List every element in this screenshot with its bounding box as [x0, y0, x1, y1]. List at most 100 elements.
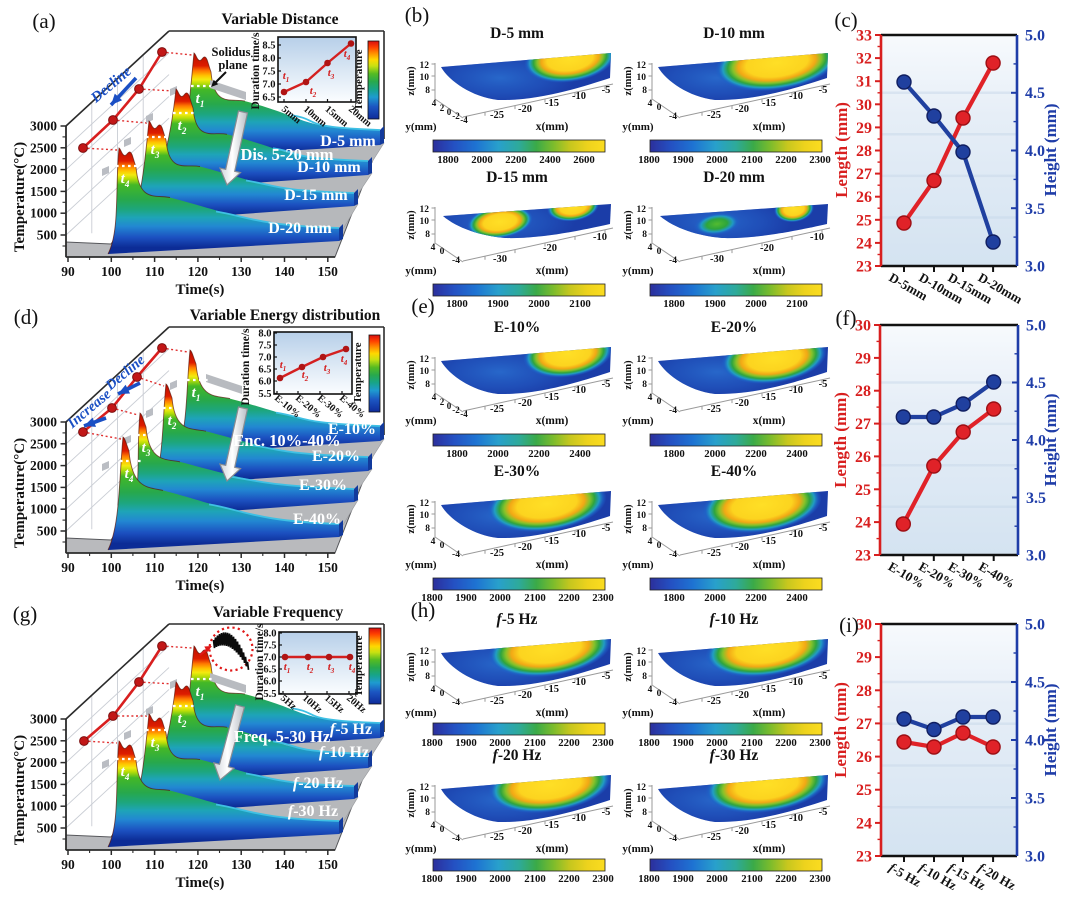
svg-text:t3: t3: [142, 440, 151, 458]
svg-text:25: 25: [856, 782, 872, 799]
svg-text:Time(s): Time(s): [176, 875, 225, 891]
svg-text:5.5: 5.5: [263, 689, 276, 700]
svg-text:t3: t3: [324, 362, 331, 376]
svg-text:-5: -5: [602, 671, 611, 682]
svg-text:-20: -20: [543, 243, 557, 254]
svg-text:1800: 1800: [446, 298, 468, 310]
svg-text:-30: -30: [493, 254, 507, 265]
svg-text:2000: 2000: [489, 592, 511, 604]
svg-text:x(mm): x(mm): [753, 121, 786, 133]
svg-text:-10: -10: [593, 232, 607, 243]
svg-text:500: 500: [37, 228, 58, 243]
svg-text:1900: 1900: [672, 737, 694, 749]
svg-text:90: 90: [61, 560, 75, 575]
svg-text:Duration time/s: Duration time/s: [250, 32, 262, 110]
svg-text:(d): (d): [14, 305, 39, 329]
svg-text:t2: t2: [178, 711, 187, 729]
svg-text:8.0: 8.0: [258, 329, 271, 340]
svg-text:-10: -10: [572, 385, 586, 396]
svg-text:100: 100: [101, 857, 122, 872]
svg-text:4.0: 4.0: [1025, 733, 1045, 750]
svg-text:y(mm): y(mm): [622, 415, 653, 427]
svg-text:Time(s): Time(s): [176, 578, 225, 594]
svg-text:E-30%: E-30%: [494, 463, 541, 480]
svg-text:4: 4: [432, 392, 437, 402]
svg-text:6.5: 6.5: [258, 365, 271, 376]
svg-text:z(mm): z(mm): [406, 360, 417, 390]
svg-text:10: 10: [637, 217, 647, 227]
svg-text:-10: -10: [789, 677, 803, 688]
svg-text:26: 26: [856, 749, 872, 766]
svg-text:(f): (f): [836, 306, 857, 330]
svg-text:2000: 2000: [704, 448, 726, 460]
svg-text:2100: 2100: [524, 592, 546, 604]
svg-text:-5: -5: [819, 379, 828, 390]
svg-text:Variable Distance: Variable Distance: [222, 11, 339, 28]
svg-text:2000: 2000: [528, 298, 550, 310]
svg-text:3000: 3000: [30, 415, 57, 430]
svg-text:-10: -10: [572, 91, 586, 102]
svg-text:t4: t4: [121, 764, 130, 782]
svg-text:12: 12: [420, 783, 430, 793]
svg-text:-4: -4: [669, 406, 677, 416]
svg-text:7.0: 7.0: [263, 653, 276, 664]
svg-text:z(mm): z(mm): [623, 788, 634, 818]
svg-text:0: 0: [447, 401, 452, 411]
svg-text:4: 4: [431, 537, 436, 547]
svg-text:-4: -4: [452, 550, 460, 560]
svg-text:8: 8: [425, 230, 430, 240]
svg-text:(e): (e): [411, 294, 434, 318]
svg-text:f-30 Hz: f-30 Hz: [710, 747, 759, 764]
svg-text:t1: t1: [196, 91, 205, 109]
svg-text:2400: 2400: [539, 154, 561, 166]
svg-text:6.5: 6.5: [262, 93, 275, 104]
svg-text:10: 10: [637, 795, 647, 805]
svg-text:-20: -20: [735, 690, 749, 701]
svg-text:y(mm): y(mm): [405, 415, 436, 427]
svg-text:4: 4: [648, 243, 653, 253]
svg-text:3.0: 3.0: [1026, 548, 1046, 565]
svg-text:-5: -5: [602, 523, 611, 534]
svg-text:4: 4: [648, 393, 653, 403]
svg-text:-25: -25: [490, 696, 504, 707]
svg-text:t3: t3: [151, 735, 160, 753]
svg-text:-25: -25: [707, 404, 721, 415]
svg-text:12: 12: [637, 61, 647, 71]
svg-text:8: 8: [425, 524, 430, 534]
svg-text:23: 23: [855, 548, 871, 565]
svg-text:4.5: 4.5: [1026, 375, 1046, 392]
svg-text:1000: 1000: [30, 799, 57, 814]
svg-text:8: 8: [642, 380, 647, 390]
svg-text:x(mm): x(mm): [536, 559, 569, 571]
svg-text:x(mm): x(mm): [536, 265, 569, 277]
svg-text:2200: 2200: [558, 737, 580, 749]
svg-text:1900: 1900: [455, 873, 477, 885]
svg-text:25: 25: [855, 482, 871, 499]
svg-text:1800: 1800: [638, 154, 660, 166]
svg-text:2000: 2000: [487, 448, 509, 460]
svg-text:120: 120: [188, 560, 209, 575]
svg-text:D-10 mm: D-10 mm: [703, 25, 765, 42]
svg-text:5.0: 5.0: [1026, 318, 1046, 335]
svg-text:1500: 1500: [30, 480, 57, 495]
svg-text:7.0: 7.0: [262, 80, 275, 91]
svg-text:-4: -4: [669, 256, 677, 266]
svg-text:1800: 1800: [421, 873, 443, 885]
svg-text:29: 29: [855, 350, 871, 367]
svg-text:3000: 3000: [30, 712, 57, 727]
svg-text:z(mm): z(mm): [406, 210, 417, 240]
svg-text:0: 0: [657, 689, 662, 699]
svg-text:-25: -25: [490, 548, 504, 559]
svg-text:110: 110: [145, 560, 165, 575]
svg-text:-15: -15: [545, 684, 559, 695]
svg-text:-20: -20: [518, 398, 532, 409]
svg-text:12: 12: [420, 205, 430, 215]
svg-text:E-10%: E-10%: [328, 421, 376, 438]
svg-text:120: 120: [188, 264, 209, 279]
svg-text:-15: -15: [762, 98, 776, 109]
svg-text:-4: -4: [669, 550, 677, 560]
svg-text:f-20 Hz: f-20 Hz: [493, 747, 542, 764]
svg-text:2400: 2400: [569, 448, 591, 460]
svg-text:Temperature(°C): Temperature(°C): [12, 438, 28, 548]
svg-text:4: 4: [431, 685, 436, 695]
